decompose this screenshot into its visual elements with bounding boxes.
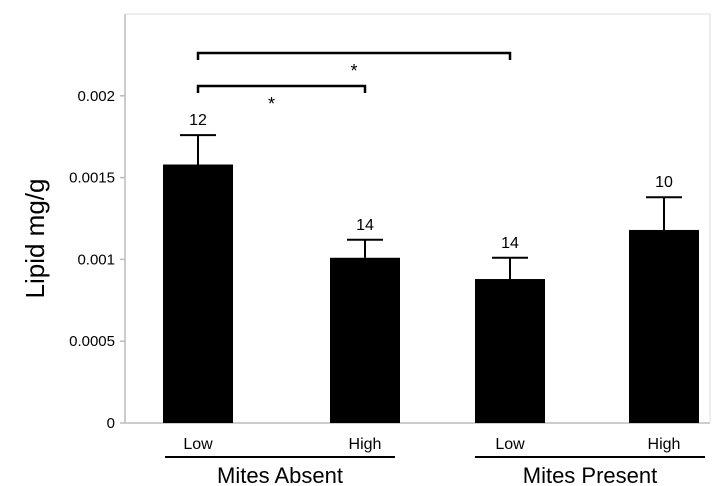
bar <box>629 229 699 423</box>
bar <box>475 279 545 423</box>
group-label: Mites Absent <box>217 463 343 486</box>
y-tick-label: 0.001 <box>77 251 115 268</box>
significance-bracket <box>196 84 367 93</box>
significance-marker: * <box>268 94 275 114</box>
x-category-label: Low <box>495 436 525 453</box>
bar <box>163 164 233 423</box>
significance-bracket <box>196 51 512 60</box>
sample-size-label: 14 <box>356 217 374 234</box>
y-tick-label: 0.0015 <box>69 170 115 187</box>
significance-marker: * <box>350 61 357 81</box>
group-label: Mites Present <box>523 463 658 486</box>
x-category-label: Low <box>183 436 213 453</box>
y-tick-label: 0 <box>107 415 115 432</box>
sample-size-label: 14 <box>501 235 519 252</box>
y-tick-label: 0.0005 <box>69 333 115 350</box>
x-category-label: High <box>648 436 681 453</box>
bar <box>330 257 400 423</box>
sample-size-label: 10 <box>655 174 673 191</box>
x-category-label: High <box>349 436 382 453</box>
y-tick-label: 0.002 <box>77 88 115 105</box>
sample-size-label: 12 <box>189 112 207 129</box>
y-axis-title: Lipid mg/g <box>20 179 50 299</box>
